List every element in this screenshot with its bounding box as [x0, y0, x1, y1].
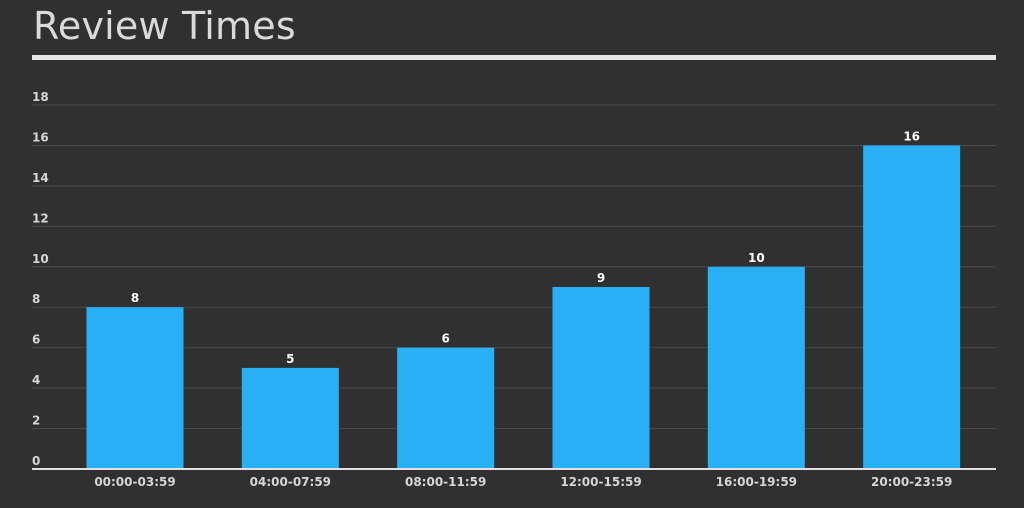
- x-category-label: 12:00-15:59: [560, 475, 641, 489]
- x-category-label: 08:00-11:59: [405, 475, 486, 489]
- bar: [707, 266, 805, 469]
- bar: [863, 145, 961, 469]
- y-tick-label: 14: [32, 171, 49, 185]
- x-category-label: 00:00-03:59: [94, 475, 175, 489]
- bar: [241, 367, 339, 469]
- x-axis-categories: 00:00-03:59 04:00-07:59 08:00-11:59 12:00-1…: [94, 475, 952, 489]
- x-category-label: 04:00-07:59: [250, 475, 331, 489]
- y-tick-label: 0: [32, 454, 40, 468]
- y-tick-label: 4: [32, 373, 40, 387]
- data-labels: 8 5 6 9 10 16: [131, 129, 920, 365]
- data-label: 6: [441, 332, 449, 346]
- gridlines: [32, 104, 996, 430]
- y-tick-label: 10: [32, 252, 49, 266]
- y-axis-ticks: 0 2 4 6 8 10 12 14 16 18: [32, 90, 49, 468]
- bar: [397, 347, 495, 469]
- x-category-label: 16:00-19:59: [716, 475, 797, 489]
- bars: [86, 145, 961, 469]
- y-tick-label: 6: [32, 333, 40, 347]
- title-underline: [32, 55, 996, 60]
- data-label: 16: [903, 129, 920, 143]
- data-label: 5: [286, 352, 294, 366]
- data-label: 8: [131, 291, 139, 305]
- y-tick-label: 16: [32, 130, 49, 144]
- chart-title: Review Times: [33, 4, 296, 48]
- y-tick-label: 2: [32, 414, 40, 428]
- data-label: 10: [748, 251, 765, 265]
- bar: [86, 307, 184, 469]
- y-tick-label: 12: [32, 211, 49, 225]
- y-tick-label: 18: [32, 90, 49, 104]
- y-tick-label: 8: [32, 292, 40, 306]
- x-category-label: 20:00-23:59: [871, 475, 952, 489]
- data-label: 9: [597, 271, 605, 285]
- bar: [552, 287, 650, 469]
